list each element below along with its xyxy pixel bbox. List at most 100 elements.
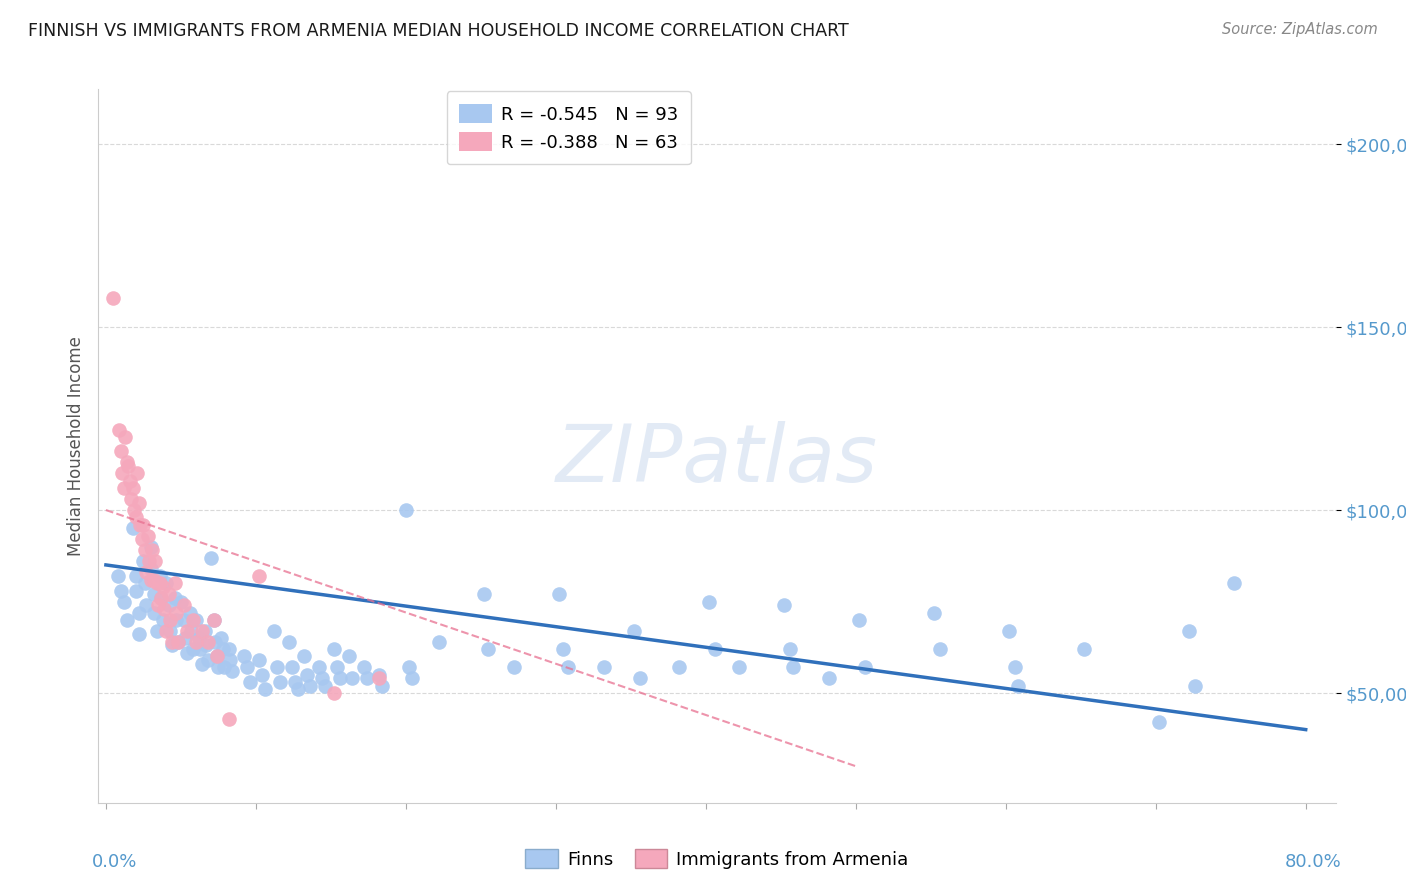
Point <box>155 576 177 591</box>
Point <box>187 631 209 645</box>
Point <box>329 672 352 686</box>
Point <box>472 587 495 601</box>
Point <box>205 649 228 664</box>
Point <box>779 642 801 657</box>
Point <box>128 606 150 620</box>
Point <box>200 550 222 565</box>
Point <box>150 591 173 605</box>
Point <box>138 554 160 568</box>
Point <box>782 660 804 674</box>
Point <box>135 598 157 612</box>
Point <box>153 602 176 616</box>
Point <box>298 679 321 693</box>
Point <box>371 679 394 693</box>
Point <box>221 664 243 678</box>
Point <box>163 591 186 605</box>
Point <box>139 561 162 575</box>
Point <box>287 682 309 697</box>
Point <box>135 566 157 580</box>
Point <box>107 569 129 583</box>
Point <box>148 598 170 612</box>
Point <box>311 672 333 686</box>
Point <box>322 642 344 657</box>
Point <box>157 587 180 601</box>
Point <box>284 675 307 690</box>
Point <box>152 580 174 594</box>
Point <box>668 660 690 674</box>
Point <box>146 624 169 638</box>
Point <box>167 634 190 648</box>
Point <box>772 598 794 612</box>
Point <box>253 682 276 697</box>
Point <box>176 646 198 660</box>
Point <box>202 613 225 627</box>
Point <box>502 660 524 674</box>
Point <box>176 624 198 638</box>
Point <box>553 642 575 657</box>
Point <box>197 634 219 648</box>
Point <box>142 587 165 601</box>
Point <box>160 634 183 648</box>
Point <box>218 712 240 726</box>
Point <box>1177 624 1199 638</box>
Point <box>1073 642 1095 657</box>
Point <box>184 613 207 627</box>
Point <box>232 649 254 664</box>
Point <box>204 634 226 648</box>
Point <box>134 543 156 558</box>
Point <box>127 467 149 481</box>
Point <box>326 660 349 674</box>
Point <box>928 642 950 657</box>
Point <box>205 649 228 664</box>
Point <box>367 667 389 681</box>
Point <box>108 423 131 437</box>
Point <box>181 642 204 657</box>
Text: ZIPatlas: ZIPatlas <box>555 421 879 500</box>
Point <box>1184 679 1206 693</box>
Point <box>308 660 330 674</box>
Point <box>218 642 240 657</box>
Point <box>628 672 651 686</box>
Point <box>623 624 645 638</box>
Point <box>131 533 153 547</box>
Point <box>139 540 162 554</box>
Point <box>1222 576 1244 591</box>
Point <box>190 642 212 657</box>
Point <box>139 573 162 587</box>
Point <box>557 660 579 674</box>
Point <box>141 543 163 558</box>
Point <box>266 660 288 674</box>
Point <box>110 444 132 458</box>
Point <box>120 491 142 506</box>
Text: 0.0%: 0.0% <box>93 853 138 871</box>
Point <box>145 554 167 568</box>
Point <box>703 642 725 657</box>
Point <box>848 613 870 627</box>
Point <box>174 631 197 645</box>
Point <box>277 634 299 648</box>
Point <box>103 291 125 305</box>
Point <box>110 583 132 598</box>
Point <box>239 675 262 690</box>
Point <box>209 631 232 645</box>
Point <box>547 587 569 601</box>
Point <box>263 624 285 638</box>
Point <box>295 667 318 681</box>
Point <box>118 474 141 488</box>
Point <box>247 653 270 667</box>
Point <box>247 569 270 583</box>
Point <box>214 660 236 674</box>
Point <box>134 576 156 591</box>
Point <box>117 459 139 474</box>
Point <box>281 660 304 674</box>
Point <box>112 481 135 495</box>
Point <box>395 503 418 517</box>
Point <box>170 594 193 608</box>
Point <box>202 613 225 627</box>
Point <box>125 583 148 598</box>
Point <box>160 639 183 653</box>
Point <box>152 613 174 627</box>
Point <box>132 554 155 568</box>
Point <box>337 649 360 664</box>
Point <box>1007 679 1029 693</box>
